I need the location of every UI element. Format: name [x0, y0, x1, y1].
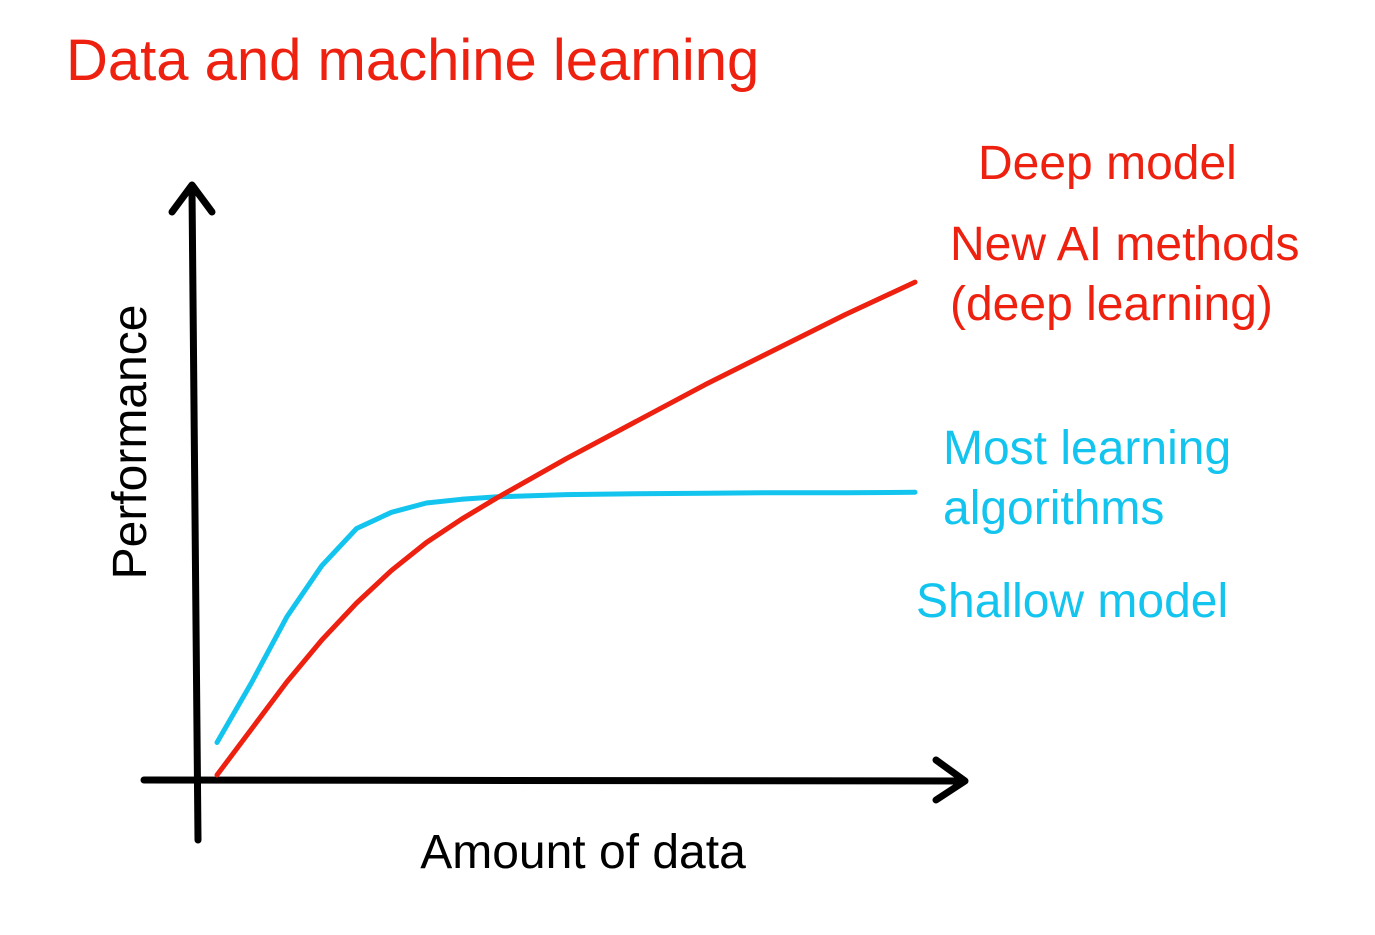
chart-title: Data and machine learning [66, 28, 759, 93]
legend-shallow-line-2: algorithms [943, 482, 1164, 535]
series-line-shallow [214, 489, 918, 745]
legend-deep-line-2: (deep learning) [950, 278, 1273, 331]
x-axis [140, 776, 965, 785]
legend-deep-model: Deep model [978, 137, 1237, 190]
series-line-deep [214, 279, 918, 778]
y-axis-label: Performance [104, 305, 157, 580]
y-axis-arrow [168, 181, 216, 216]
x-axis-label: Amount of data [420, 826, 746, 879]
y-axis [188, 186, 202, 844]
x-axis-arrow [932, 756, 969, 804]
legend-deep-line-1: New AI methods [950, 218, 1300, 271]
legend-shallow-model: Shallow model [916, 575, 1228, 628]
legend-shallow-line-1: Most learning [943, 422, 1231, 475]
